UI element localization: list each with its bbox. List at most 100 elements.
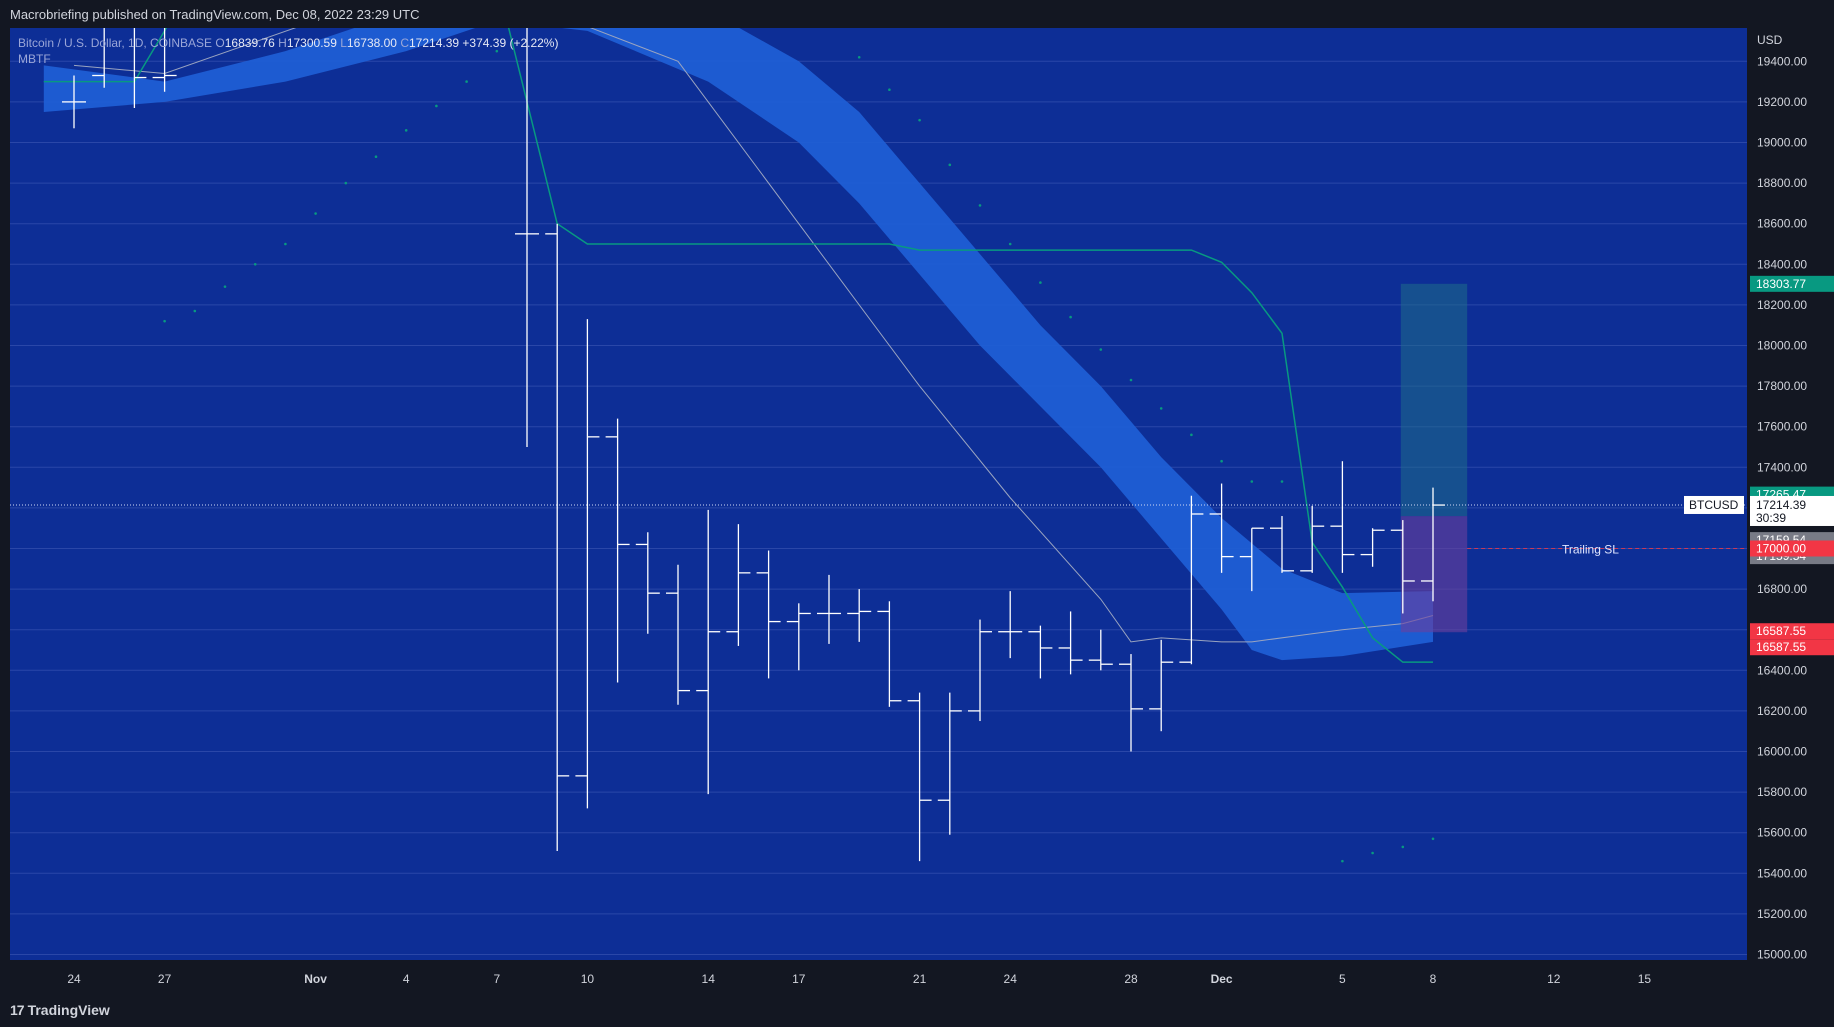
price-chart[interactable]: Trailing SL USD 15000.00 15200.00 15400.00 15… bbox=[0, 0, 1834, 992]
ohlc-bar[interactable] bbox=[1300, 505, 1325, 573]
price-tag-target-bg bbox=[1750, 275, 1834, 292]
x-tick-label: Nov bbox=[304, 972, 327, 986]
sar-dot bbox=[857, 55, 861, 59]
y-tick-label: 17800.00 bbox=[1757, 379, 1807, 393]
time-axis[interactable]: 24 27 Nov 4 7 10 14 17 21 24 28 Dec 5 8 12 15 bbox=[0, 960, 1834, 992]
ohlc-bar[interactable] bbox=[1209, 483, 1234, 573]
y-tick-label: 18200.00 bbox=[1757, 298, 1807, 312]
moving-average-line bbox=[73, 28, 1434, 643]
ohlc-bar[interactable] bbox=[1088, 629, 1113, 671]
trailing-sl-label: Trailing SL bbox=[1562, 543, 1619, 557]
price-tag-target: 18303.77 bbox=[1756, 277, 1806, 291]
ohlc-bar[interactable] bbox=[1028, 625, 1053, 679]
y-tick-label: 19400.00 bbox=[1757, 54, 1807, 68]
y-tick-label: 15000.00 bbox=[1757, 948, 1807, 962]
indicator-legend: MBTF bbox=[18, 52, 51, 66]
x-tick-label: 27 bbox=[158, 972, 172, 986]
y-tick-label: 19000.00 bbox=[1757, 136, 1807, 150]
ohlc-bar[interactable] bbox=[726, 524, 751, 646]
y-tick-label: 16400.00 bbox=[1757, 663, 1807, 677]
ohlc-bar[interactable] bbox=[817, 574, 841, 644]
tradingview-logo-icon: 17 bbox=[10, 1002, 25, 1018]
sar-dot bbox=[404, 129, 408, 132]
symbol-label: BTCUSD bbox=[1689, 498, 1739, 512]
x-tick-label: 15 bbox=[1638, 972, 1652, 986]
sar-dot bbox=[1371, 851, 1374, 855]
price-axis[interactable]: USD 15000.00 15200.00 15400.00 15600.00 15800… bbox=[1747, 28, 1834, 962]
sar-dot bbox=[1190, 433, 1193, 437]
sar-dot bbox=[193, 309, 197, 313]
sar-dot bbox=[1250, 480, 1254, 483]
sar-dot bbox=[284, 242, 287, 246]
ohlc-bar[interactable] bbox=[1239, 527, 1264, 592]
ohlc-bar[interactable] bbox=[575, 319, 600, 809]
ohlc-bar[interactable] bbox=[1270, 516, 1294, 573]
ohlc-bar[interactable] bbox=[907, 692, 932, 862]
ohlc-bar[interactable] bbox=[122, 0, 147, 108]
position-stop-zone bbox=[1400, 516, 1468, 633]
ohlc-bar[interactable] bbox=[605, 418, 630, 683]
sar-dot bbox=[223, 285, 227, 288]
trailing-stop-line bbox=[43, 28, 1433, 663]
ohlc-bar[interactable] bbox=[1390, 520, 1415, 614]
sar-dot bbox=[888, 88, 891, 92]
ohlc-bar[interactable] bbox=[968, 619, 992, 722]
ohlc-bar[interactable] bbox=[1058, 611, 1083, 675]
price-tag-stop-level: 17000.00 bbox=[1756, 542, 1806, 556]
brand-name: TradingView bbox=[27, 1002, 110, 1018]
legend-high-label: H bbox=[278, 36, 287, 50]
ohlc-bar[interactable] bbox=[62, 75, 86, 129]
ohlc-bar[interactable] bbox=[515, 0, 539, 447]
sar-dot bbox=[374, 155, 378, 159]
ohlc-bar[interactable] bbox=[877, 601, 902, 707]
x-tick-label: 5 bbox=[1339, 972, 1346, 986]
price-tag-stop-level-bg bbox=[1750, 540, 1834, 557]
legend-close-label: C bbox=[400, 36, 409, 50]
legend-high-value: 17300.59 bbox=[286, 36, 337, 50]
ohlc-bar[interactable] bbox=[696, 509, 721, 795]
footer-bar: 17 TradingView bbox=[0, 992, 1834, 1027]
sar-dot bbox=[435, 104, 438, 108]
legend-change: +374.39 (+2.22%) bbox=[462, 36, 559, 50]
ohlc-bar[interactable] bbox=[666, 564, 690, 705]
ohlc-bar[interactable] bbox=[1179, 495, 1204, 665]
y-tick-label: 16800.00 bbox=[1757, 582, 1807, 596]
ohlc-bar[interactable] bbox=[1421, 487, 1445, 602]
y-tick-label: 18000.00 bbox=[1757, 339, 1807, 353]
sar-dot bbox=[163, 319, 166, 323]
sar-dot bbox=[1401, 845, 1405, 849]
legend-close-value: 17214.39 bbox=[409, 36, 460, 50]
ohlc-bar[interactable] bbox=[1330, 461, 1355, 573]
ohlc-bar[interactable] bbox=[92, 0, 116, 88]
x-tick-label: 12 bbox=[1547, 972, 1561, 986]
ohlc-bar[interactable] bbox=[152, 0, 177, 92]
sar-dot bbox=[1280, 480, 1284, 483]
ohlc-bar[interactable] bbox=[998, 591, 1023, 659]
header-bar: Macrobriefing published on TradingView.c… bbox=[0, 0, 1834, 28]
legend-low-value: 16738.00 bbox=[346, 36, 397, 50]
tradingview-logo[interactable]: 17 TradingView bbox=[10, 1002, 110, 1018]
price-tag-stop-b-bg bbox=[1750, 639, 1834, 656]
ohlc-bar[interactable] bbox=[786, 603, 811, 671]
ohlc-bar[interactable] bbox=[937, 692, 962, 835]
y-tick-label: 17400.00 bbox=[1757, 460, 1807, 474]
ohlc-bar[interactable] bbox=[545, 223, 570, 851]
sar-dot bbox=[1159, 407, 1163, 410]
price-tag-last: 17214.39 bbox=[1756, 498, 1806, 512]
x-tick-label: 4 bbox=[403, 972, 410, 986]
y-tick-label: 18400.00 bbox=[1757, 257, 1807, 271]
legend-symbol: Bitcoin / U.S. Dollar, 1D, COINBASE bbox=[18, 36, 213, 50]
ohlc-bar[interactable] bbox=[756, 550, 781, 679]
x-tick-label: 24 bbox=[67, 972, 81, 986]
position-target-zone bbox=[1400, 283, 1468, 517]
ohlc-bar[interactable] bbox=[1360, 528, 1385, 567]
ohlc-bar[interactable] bbox=[847, 589, 872, 642]
ohlc-bar[interactable] bbox=[635, 532, 660, 634]
sar-dot bbox=[1099, 348, 1103, 351]
price-tag-countdown: 30:39 bbox=[1756, 511, 1786, 525]
x-tick-label: 8 bbox=[1430, 972, 1437, 986]
x-tick-label: Dec bbox=[1211, 972, 1233, 986]
x-tick-label: 24 bbox=[1004, 972, 1018, 986]
ohlc-bar[interactable] bbox=[1149, 639, 1174, 732]
ohlc-bar[interactable] bbox=[1119, 654, 1143, 752]
